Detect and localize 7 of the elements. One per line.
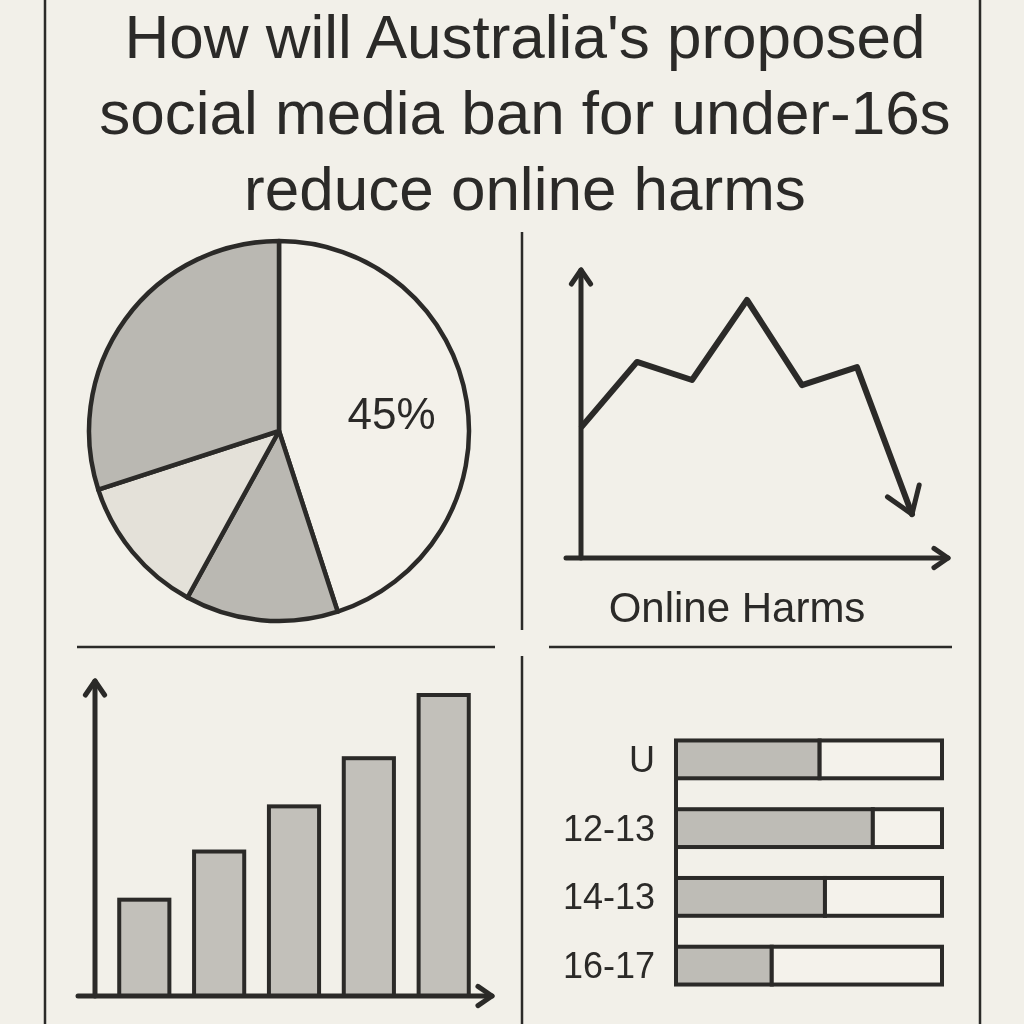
y-tick-label: 12-13	[562, 807, 655, 849]
y-tick-label: U	[629, 738, 655, 780]
y-tick-label: 16-17	[562, 945, 655, 987]
chart-title: How will Australia's proposed social media ban for under-16s reduce online harms	[99, 2, 951, 223]
x-axis-title: Online Harms	[608, 584, 866, 631]
y-tick-label: 14-13	[562, 876, 655, 918]
data-label: 45%	[347, 388, 436, 438]
